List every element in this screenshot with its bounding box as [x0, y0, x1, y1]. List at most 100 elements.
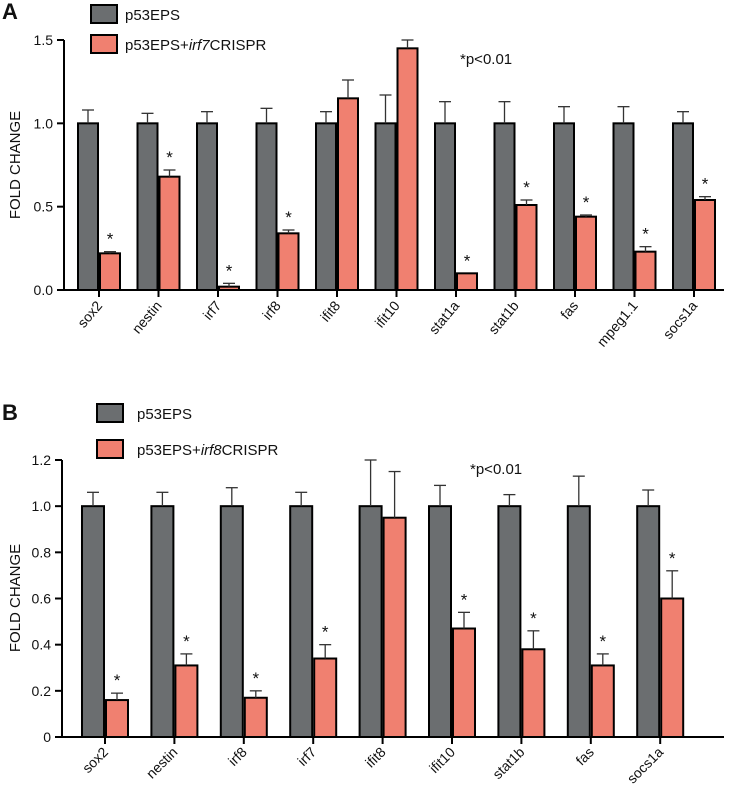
bar-a-p53eps	[255, 122, 278, 292]
bar-a-crispr	[277, 232, 300, 291]
significance-star-b: *	[322, 623, 329, 642]
y-tick-label-b: 0	[43, 729, 51, 745]
legend-b-swatch-p53eps	[96, 403, 124, 423]
legend-a-swatch-p53eps	[90, 4, 118, 24]
x-tick-label-b: nestin	[143, 744, 181, 782]
x-tick-label-b: stat1b	[489, 744, 527, 782]
x-tick-label-a: nestin	[129, 298, 165, 337]
x-tick-label-b: ifit8	[362, 744, 389, 771]
significance-star-a: *	[107, 230, 114, 249]
significance-star-b: *	[252, 669, 259, 688]
legend-a-label-crispr: p53EPS+irf7CRISPR	[125, 37, 266, 54]
bar-a-crispr	[337, 97, 359, 292]
significance-star-a: *	[226, 261, 233, 280]
bar-b-crispr	[105, 699, 129, 738]
x-tick-label-b: irf7	[294, 744, 319, 769]
bar-b-p53eps	[81, 505, 105, 738]
bar-b-crispr	[590, 664, 615, 738]
significance-star-b: *	[599, 632, 606, 651]
bar-a-p53eps	[374, 122, 397, 292]
y-axis-title-a: FOLD CHANGE	[7, 111, 24, 219]
bar-a-crispr	[396, 47, 419, 292]
significance-star-a: *	[464, 251, 471, 270]
significance-star-a: *	[285, 208, 292, 227]
bar-b-p53eps	[636, 505, 661, 738]
significance-star-b: *	[183, 632, 190, 651]
legend-b-label-crispr: p53EPS+irf8CRISPR	[137, 442, 278, 459]
y-tick-label-b: 1.2	[32, 452, 52, 468]
bar-a-p53eps	[434, 122, 456, 292]
x-tick-label-b: ifit10	[426, 744, 458, 776]
x-tick-label-a: mpeg1.1	[594, 297, 641, 349]
legend-b-swatch-crispr	[96, 439, 124, 459]
y-tick-label-b: 0.4	[32, 637, 52, 653]
bar-a-crispr	[634, 250, 657, 292]
bar-b-crispr	[521, 648, 546, 738]
bar-b-p53eps	[289, 505, 314, 738]
x-tick-label-a: ifit8	[317, 297, 343, 324]
panel-a-letter: A	[2, 0, 18, 24]
bar-a-crispr	[515, 204, 538, 291]
x-tick-label-a: stat1a	[426, 297, 463, 337]
x-tick-label-a: irf8	[259, 297, 284, 322]
x-tick-label-b: socs1a	[624, 744, 667, 787]
significance-star-b: *	[461, 590, 468, 609]
y-tick-label-b: 0.6	[32, 591, 52, 607]
bar-b-crispr	[313, 657, 338, 738]
x-tick-label-a: stat1b	[485, 297, 522, 337]
y-tick-label-a: 1.5	[34, 32, 54, 48]
x-tick-label-b: fas	[572, 744, 597, 769]
y-tick-label-a: 0.0	[34, 282, 54, 298]
bar-b-p53eps	[566, 505, 591, 738]
bar-b-crispr	[382, 516, 407, 738]
x-tick-label-a: sox2	[74, 297, 105, 330]
significance-star-a: *	[702, 175, 709, 194]
y-tick-label-b: 1.0	[32, 498, 52, 514]
bar-a-crispr	[456, 272, 478, 292]
bars-a: * * * * * * * * *	[77, 39, 716, 292]
x-tick-label-a: socs1a	[660, 297, 701, 341]
panel-b-letter: B	[2, 400, 18, 425]
x-tick-label-a: fas	[557, 298, 581, 323]
y-tick-label-a: 1.0	[34, 115, 54, 131]
significance-star-a: *	[642, 225, 649, 244]
bar-a-crispr	[575, 215, 597, 292]
y-axis-title-b: FOLD CHANGE	[7, 544, 24, 652]
bar-a-p53eps	[315, 122, 337, 292]
significance-star-b: *	[669, 549, 676, 568]
significance-star-b: *	[530, 609, 537, 628]
significance-note-b: *p<0.01	[470, 461, 522, 478]
bar-a-crispr	[694, 199, 716, 291]
bar-b-p53eps	[497, 505, 522, 738]
bar-b-crispr	[174, 664, 199, 738]
y-tick-label-b: 0.2	[32, 683, 52, 699]
significance-star-a: *	[583, 193, 590, 212]
y-tick-label-a: 0.5	[34, 199, 54, 215]
bar-a-crispr	[218, 285, 240, 291]
bar-b-crispr	[243, 696, 268, 739]
bar-b-p53eps	[150, 505, 175, 738]
panel-b: B p53EPS p53EPS+irf8CRISPR *p<0.01 FOLD …	[2, 400, 724, 786]
x-tick-label-b: sox2	[79, 744, 111, 776]
bar-a-p53eps	[493, 122, 516, 292]
x-tick-label-a: ifit10	[372, 297, 403, 330]
significance-star-a: *	[166, 148, 173, 167]
bar-b-crispr	[452, 627, 476, 739]
bar-a-p53eps	[612, 122, 635, 292]
x-tick-label-a: irf7	[200, 297, 225, 322]
legend-b-label-p53eps: p53EPS	[137, 406, 192, 423]
bar-a-crispr	[158, 175, 181, 292]
bar-a-p53eps	[553, 122, 575, 292]
bar-b-p53eps	[358, 505, 383, 738]
legend-a-label-p53eps: p53EPS	[125, 7, 180, 24]
bar-a-p53eps	[136, 122, 159, 292]
bar-b-p53eps	[428, 505, 452, 738]
legend-a-swatch-crispr	[90, 34, 118, 54]
y-tick-label-b: 0.8	[32, 544, 52, 560]
bar-a-crispr	[99, 252, 121, 291]
x-tick-label-b: irf8	[225, 744, 250, 769]
bar-a-p53eps	[77, 122, 99, 292]
bars-b: * * * * * * * *	[81, 459, 685, 739]
bar-b-crispr	[660, 597, 685, 738]
